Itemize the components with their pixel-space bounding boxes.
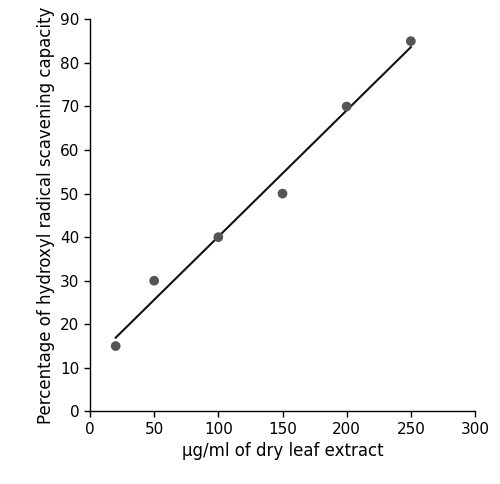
Point [214, 233, 222, 241]
Point [342, 103, 350, 110]
Point [112, 342, 120, 350]
Point [407, 37, 415, 45]
Point [278, 190, 286, 197]
X-axis label: μg/ml of dry leaf extract: μg/ml of dry leaf extract [182, 442, 384, 460]
Point [150, 277, 158, 285]
Y-axis label: Percentage of hydroxyl radical scavening capacity: Percentage of hydroxyl radical scavening… [36, 7, 54, 424]
